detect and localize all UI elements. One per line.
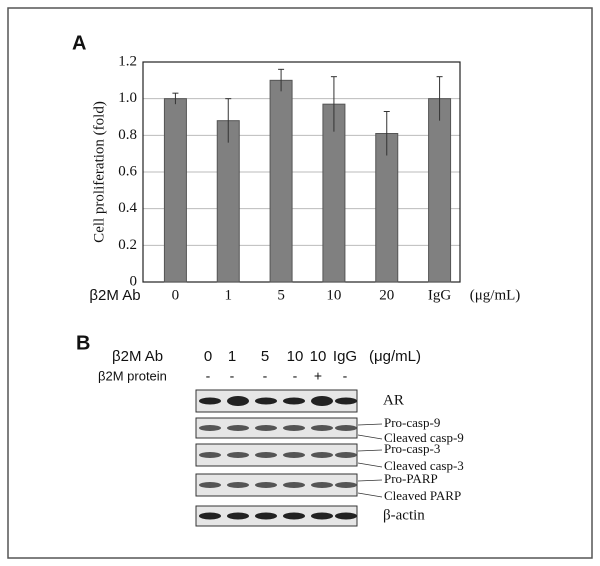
blot-band — [255, 397, 277, 405]
y-tick-label: 0.4 — [118, 200, 137, 216]
blot-label: AR — [383, 392, 404, 408]
bar — [375, 133, 399, 283]
bar — [216, 120, 240, 283]
treatment-cell: - — [293, 368, 298, 384]
treatment-cell: - — [343, 368, 348, 384]
blot-label: Pro-PARP — [384, 471, 438, 486]
x-tick-label: 10 — [326, 287, 341, 303]
blot-band — [311, 452, 333, 458]
y-tick-label: 1.2 — [118, 53, 137, 69]
treatment-cell: 10 — [310, 348, 327, 365]
blot-band — [199, 397, 221, 405]
blot-arrow — [357, 449, 383, 452]
blot-band — [227, 425, 249, 431]
blot-band — [335, 397, 357, 405]
x-axis-unit: (μg/mL) — [470, 287, 521, 303]
blot-arrow — [357, 434, 383, 440]
blot-band — [283, 425, 305, 431]
treatment-cell: - — [230, 368, 235, 384]
treatment-cell: IgG — [333, 348, 357, 365]
x-tick-label: 20 — [379, 287, 394, 303]
blot-band — [335, 482, 357, 488]
treatment-cell: - — [263, 368, 268, 384]
x-axis-label: β2M Ab — [89, 287, 140, 304]
blot-label: Pro-casp-9 — [384, 415, 440, 430]
blot-band — [335, 452, 357, 458]
blot-label: Cleaved PARP — [384, 488, 461, 503]
bar — [428, 98, 452, 283]
blot-label: Cleaved casp-3 — [384, 458, 464, 473]
figure-border — [7, 7, 593, 559]
blot-label: Cleaved casp-9 — [384, 430, 464, 445]
blot-band — [255, 482, 277, 488]
plot-frame — [142, 61, 461, 283]
blot-band — [227, 512, 249, 520]
blot-band — [227, 396, 249, 406]
blot-band — [199, 512, 221, 520]
x-tick-label: 5 — [277, 287, 285, 303]
treatment-cell: - — [206, 368, 211, 384]
blot-band — [335, 425, 357, 431]
y-axis-label: Cell proliferation (fold) — [91, 101, 107, 243]
treatment-cell: 5 — [261, 348, 269, 365]
x-tick-label: 0 — [172, 287, 180, 303]
blot-arrow — [357, 492, 383, 498]
treatment-unit: (μg/mL) — [369, 348, 421, 365]
bar — [163, 98, 187, 283]
treatment-cell: 0 — [204, 348, 212, 365]
y-tick-label: 0.6 — [118, 163, 137, 179]
y-tick-label: 0.2 — [118, 237, 137, 253]
blot-arrow — [357, 479, 383, 482]
treatment-cell: 10 — [287, 348, 304, 365]
blot-arrow — [357, 423, 383, 426]
blot-band — [255, 512, 277, 520]
y-tick-label: 0 — [130, 273, 138, 289]
blot-band — [311, 512, 333, 520]
blot-arrow — [357, 462, 383, 468]
blot-band — [199, 425, 221, 431]
panel-label: A — [72, 32, 86, 54]
blot-label: β-actin — [383, 507, 425, 523]
bar — [269, 79, 293, 283]
blot-band — [311, 396, 333, 406]
blot-band — [283, 397, 305, 405]
treatment-cell: + — [314, 368, 322, 384]
x-tick-label: 1 — [225, 287, 233, 303]
blot-label: Pro-casp-3 — [384, 441, 440, 456]
blot-band — [255, 425, 277, 431]
blot-band — [335, 512, 357, 520]
blot-band — [199, 482, 221, 488]
blot-band — [283, 452, 305, 458]
treatment-cell: 1 — [228, 348, 236, 365]
blot-band — [311, 425, 333, 431]
treatment-name: β2M protein — [98, 368, 167, 383]
panel-label: B — [76, 332, 90, 354]
treatment-name: β2M Ab — [112, 348, 163, 365]
blot-band — [227, 482, 249, 488]
blot-band — [311, 482, 333, 488]
blot-band — [283, 512, 305, 520]
blot-band — [199, 452, 221, 458]
x-tick-label: IgG — [428, 287, 451, 303]
blot-band — [255, 452, 277, 458]
blot-band — [227, 452, 249, 458]
blot-band — [283, 482, 305, 488]
y-tick-label: 1.0 — [118, 90, 137, 106]
y-tick-label: 0.8 — [118, 127, 137, 143]
